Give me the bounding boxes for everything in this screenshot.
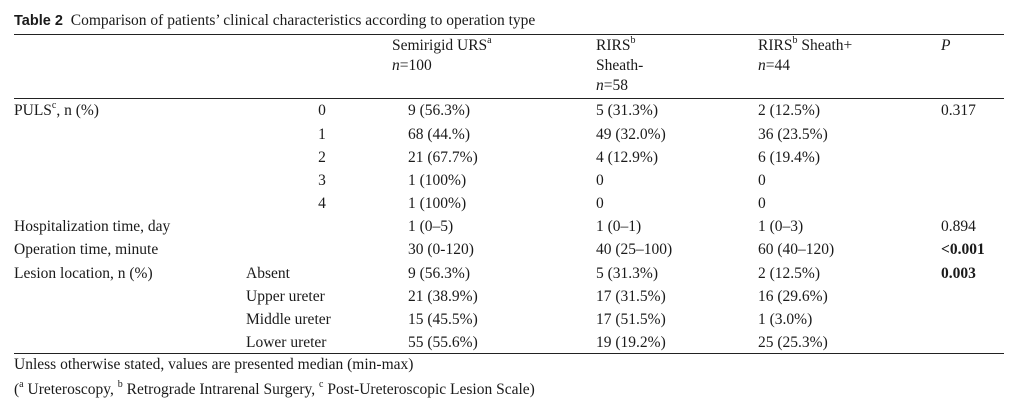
operation-time-p-value: <0.001 [941,241,985,258]
n-value: =44 [765,57,790,74]
header-rirs-label: RIRS [758,37,793,54]
lesion-sublabel: Upper ureter [246,288,325,305]
table-cell: 1 (0–1) [596,218,642,235]
n-symbol: n [596,77,604,94]
footnote-open-paren: ( [14,381,20,398]
footnote-b-marker: b [117,378,123,390]
table-cell: 17 (31.5%) [596,288,666,305]
table-cell: 2 (12.5%) [758,265,820,282]
table-cell: 36 (23.5%) [758,126,828,143]
puls-label-rest: , n (%) [56,102,99,119]
header-semirigid-n: n=100 [392,56,432,76]
footnote-median: Unless otherwise stated, values are pres… [14,356,414,373]
header-semirigid-label: Semirigid URS [392,37,488,54]
puls-grade: 3 [318,172,326,189]
table-cell: 30 (0-120) [408,241,474,258]
table-cell: 21 (67.7%) [408,149,478,166]
header-rirs-sheath-minus: RIRSb [596,34,636,56]
footnote-a-text: Ureteroscopy, [23,381,118,398]
table-cell: 4 (12.9%) [596,149,658,166]
table-cell: 0 [758,172,766,189]
header-sheath-plus: Sheath+ [797,37,853,54]
table-title: Comparison of patients’ clinical charact… [70,12,536,29]
table-caption: Table 2 Comparison of patients’ clinical… [14,12,535,30]
table-cell: 6 (19.4%) [758,149,820,166]
header-rirs-label: RIRS [596,37,631,54]
table-cell: 1 (100%) [408,172,467,189]
table-label: Table 2 [14,13,63,29]
table-cell: 0 [758,195,766,212]
table-cell: 9 (56.3%) [408,265,470,282]
row-label-puls: PULSc, n (%) [14,99,99,121]
table-cell: 2 (12.5%) [758,102,820,119]
footnote-a-marker: a [487,34,492,46]
lesion-sublabel: Absent [246,265,290,282]
table-cell: 21 (38.9%) [408,288,478,305]
table-cell: 5 (31.3%) [596,265,658,282]
header-rirs-sheath-plus: RIRSb Sheath+ [758,34,853,56]
header-semirigid: Semirigid URSa [392,34,492,56]
footnote-a-marker: a [19,378,24,390]
header-sheath-minus: Sheath- [596,57,644,74]
table-cell: 0 [596,172,604,189]
footnote-c-marker: c [51,99,57,111]
table-cell: 25 (25.3%) [758,334,828,351]
footnote-abbreviations: (a Ureteroscopy, b Retrograde Intrarenal… [14,378,535,400]
table-cell: 19 (19.2%) [596,334,666,351]
footnote-c-marker: c [319,378,324,390]
n-value: =100 [399,57,432,74]
puls-grade: 0 [318,102,326,119]
row-label-lesion-location: Lesion location, n (%) [14,265,153,282]
table-cell: 9 (56.3%) [408,102,470,119]
puls-label: PULS [14,102,52,119]
table-cell: 40 (25–100) [596,241,673,258]
puls-grade: 4 [318,195,326,212]
row-label-hospitalization: Hospitalization time, day [14,218,171,235]
table-cell: 55 (55.6%) [408,334,478,351]
n-value: =58 [603,77,628,94]
footnote-b-marker: b [792,34,798,46]
table-cell: 1 (3.0%) [758,311,813,328]
table-cell: 15 (45.5%) [408,311,478,328]
table-cell: 68 (44.%) [408,126,470,143]
header-rule [14,98,1004,99]
table-cell: 5 (31.3%) [596,102,658,119]
lesion-sublabel: Middle ureter [246,311,331,328]
header-rirs-sheath-plus-n: n=44 [758,56,790,76]
header-p-value: P [941,37,951,54]
top-rule [14,34,1004,35]
row-label-operation-time: Operation time, minute [14,241,159,258]
footnote-b-marker: b [630,34,636,46]
n-symbol: n [392,57,400,74]
table-cell: 60 (40–120) [758,241,835,258]
footnote-b-text: Retrograde Intrarenal Surgery, [122,381,320,398]
lesion-sublabel: Lower ureter [246,334,327,351]
table-cell: 1 (0–5) [408,218,454,235]
table-cell: 0 [596,195,604,212]
table-cell: 1 (0–3) [758,218,804,235]
table-cell: 49 (32.0%) [596,126,666,143]
table-cell: 1 (100%) [408,195,467,212]
table-cell: 17 (51.5%) [596,311,666,328]
n-symbol: n [758,57,766,74]
hospitalization-p-value: 0.894 [941,218,976,235]
header-rirs-sheath-minus-n: n=58 [596,76,628,96]
table-cell: 16 (29.6%) [758,288,828,305]
lesion-location-p-value: 0.003 [941,265,976,282]
puls-p-value: 0.317 [941,102,976,119]
puls-grade: 2 [318,149,326,166]
footnote-c-text: Post-Ureteroscopic Lesion Scale) [323,381,535,398]
bottom-rule [14,353,1004,354]
puls-grade: 1 [318,126,326,143]
